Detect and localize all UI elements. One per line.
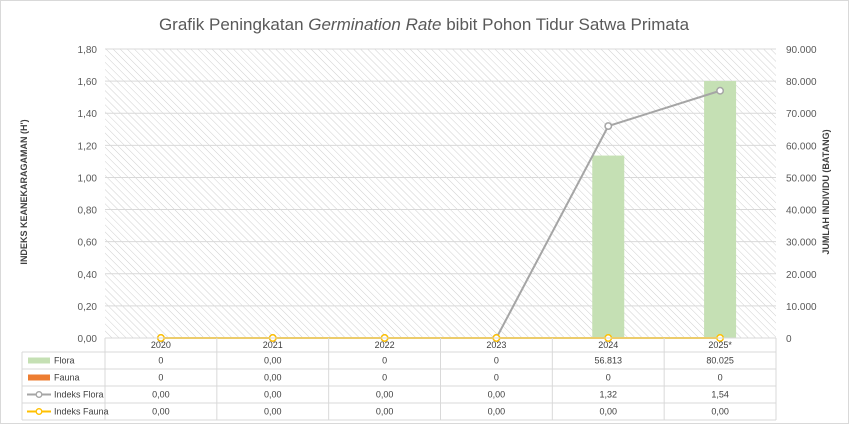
legend-key-fauna	[28, 374, 50, 381]
data-label: 0,00	[264, 373, 282, 383]
left-axis-label: INDEKS KEANEKARAGAMAN (H')	[19, 119, 29, 264]
right-tick-label: 10.000	[786, 302, 817, 313]
data-table: 2020 2021 2022 2023 2024 2025* Flora 0 0,00 0 0 56.…	[21, 337, 777, 421]
category-label: 2020	[151, 340, 171, 350]
data-label: 1,54	[711, 390, 729, 400]
data-label: 0,00	[264, 390, 282, 400]
left-tick-label: 0,40	[78, 270, 98, 281]
data-label: 56.813	[594, 356, 622, 366]
legend-key-marker-indeks-fauna	[35, 408, 43, 415]
data-label: 0,00	[599, 407, 617, 417]
right-tick-label: 40.000	[786, 206, 817, 217]
left-tick-label: 1,60	[78, 77, 98, 88]
data-label: 0,00	[264, 356, 282, 366]
data-label: 0	[158, 356, 163, 366]
chart-title: Grafik Peningkatan Germination Rate bibi…	[159, 15, 690, 34]
left-tick-label: 0,00	[78, 334, 98, 345]
legend-entry-fauna: Fauna	[54, 373, 80, 383]
right-tick-label: 60.000	[786, 141, 817, 152]
left-axis: 0,00 0,20 0,40 0,60 0,80 1,00 1,20 1,40 1,60 1,80	[78, 45, 98, 345]
right-tick-label: 30.000	[786, 238, 817, 249]
data-label: 0	[382, 356, 387, 366]
left-tick-label: 0,20	[78, 302, 98, 313]
point-indeks-flora	[716, 86, 725, 95]
left-tick-label: 0,80	[78, 206, 98, 217]
data-label: 1,32	[599, 390, 617, 400]
plot-background	[105, 49, 776, 338]
left-tick-label: 1,80	[78, 45, 98, 56]
data-label: 0,00	[376, 390, 394, 400]
category-label: 2023	[486, 340, 506, 350]
category-label: 2021	[263, 340, 283, 350]
data-label: 0,00	[376, 407, 394, 417]
plot-area-hatch	[105, 49, 776, 338]
data-label: 0,00	[152, 407, 170, 417]
bar-series	[592, 81, 737, 339]
data-label: 0,00	[264, 407, 282, 417]
right-tick-label: 80.000	[786, 77, 817, 88]
left-tick-label: 1,40	[78, 109, 98, 120]
bar-flora	[592, 155, 625, 338]
left-tick-label: 1,20	[78, 141, 98, 152]
legend-key-marker-indeks-flora	[35, 391, 43, 398]
right-axis: 0 10.000 20.000 30.000 40.000 50.000 60.000 70.…	[786, 45, 817, 345]
legend-key-flora	[28, 357, 50, 364]
data-label: 0	[606, 373, 611, 383]
category-label: 2025*	[708, 340, 732, 350]
right-tick-label: 70.000	[786, 109, 817, 120]
left-tick-label: 1,00	[78, 173, 98, 184]
legend-entry-flora: Flora	[54, 356, 75, 366]
point-indeks-flora	[604, 122, 613, 131]
data-label: 0,00	[488, 407, 506, 417]
right-tick-label: 0	[786, 334, 792, 345]
category-label: 2022	[375, 340, 395, 350]
data-label: 0	[494, 356, 499, 366]
bar-flora	[704, 81, 737, 339]
data-label: 0	[158, 373, 163, 383]
data-label: 0	[382, 373, 387, 383]
data-label: 0,00	[152, 390, 170, 400]
category-label: 2024	[598, 340, 618, 350]
legend-entry-indeks-flora: Indeks Flora	[54, 390, 104, 400]
data-label: 0,00	[711, 407, 729, 417]
right-tick-label: 90.000	[786, 45, 817, 56]
right-tick-label: 20.000	[786, 270, 817, 281]
data-label: 80.025	[706, 356, 734, 366]
data-label: 0	[494, 373, 499, 383]
legend-entry-indeks-fauna: Indeks Fauna	[54, 407, 109, 417]
data-label: 0	[718, 373, 723, 383]
left-tick-label: 0,60	[78, 238, 98, 249]
right-axis-label: JUMLAH INDIVIDU (BATANG)	[821, 129, 831, 254]
right-tick-label: 50.000	[786, 173, 817, 184]
data-label: 0,00	[488, 390, 506, 400]
